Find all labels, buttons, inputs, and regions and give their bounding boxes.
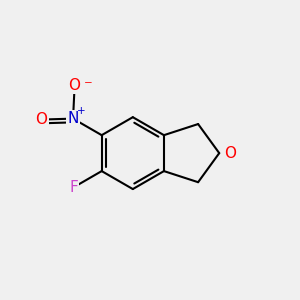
Text: −: − xyxy=(84,78,93,88)
Text: O: O xyxy=(69,78,81,93)
Text: F: F xyxy=(69,180,78,195)
Text: O: O xyxy=(35,112,47,127)
Text: O: O xyxy=(224,146,236,160)
Text: N: N xyxy=(68,111,79,126)
Text: +: + xyxy=(77,106,85,116)
